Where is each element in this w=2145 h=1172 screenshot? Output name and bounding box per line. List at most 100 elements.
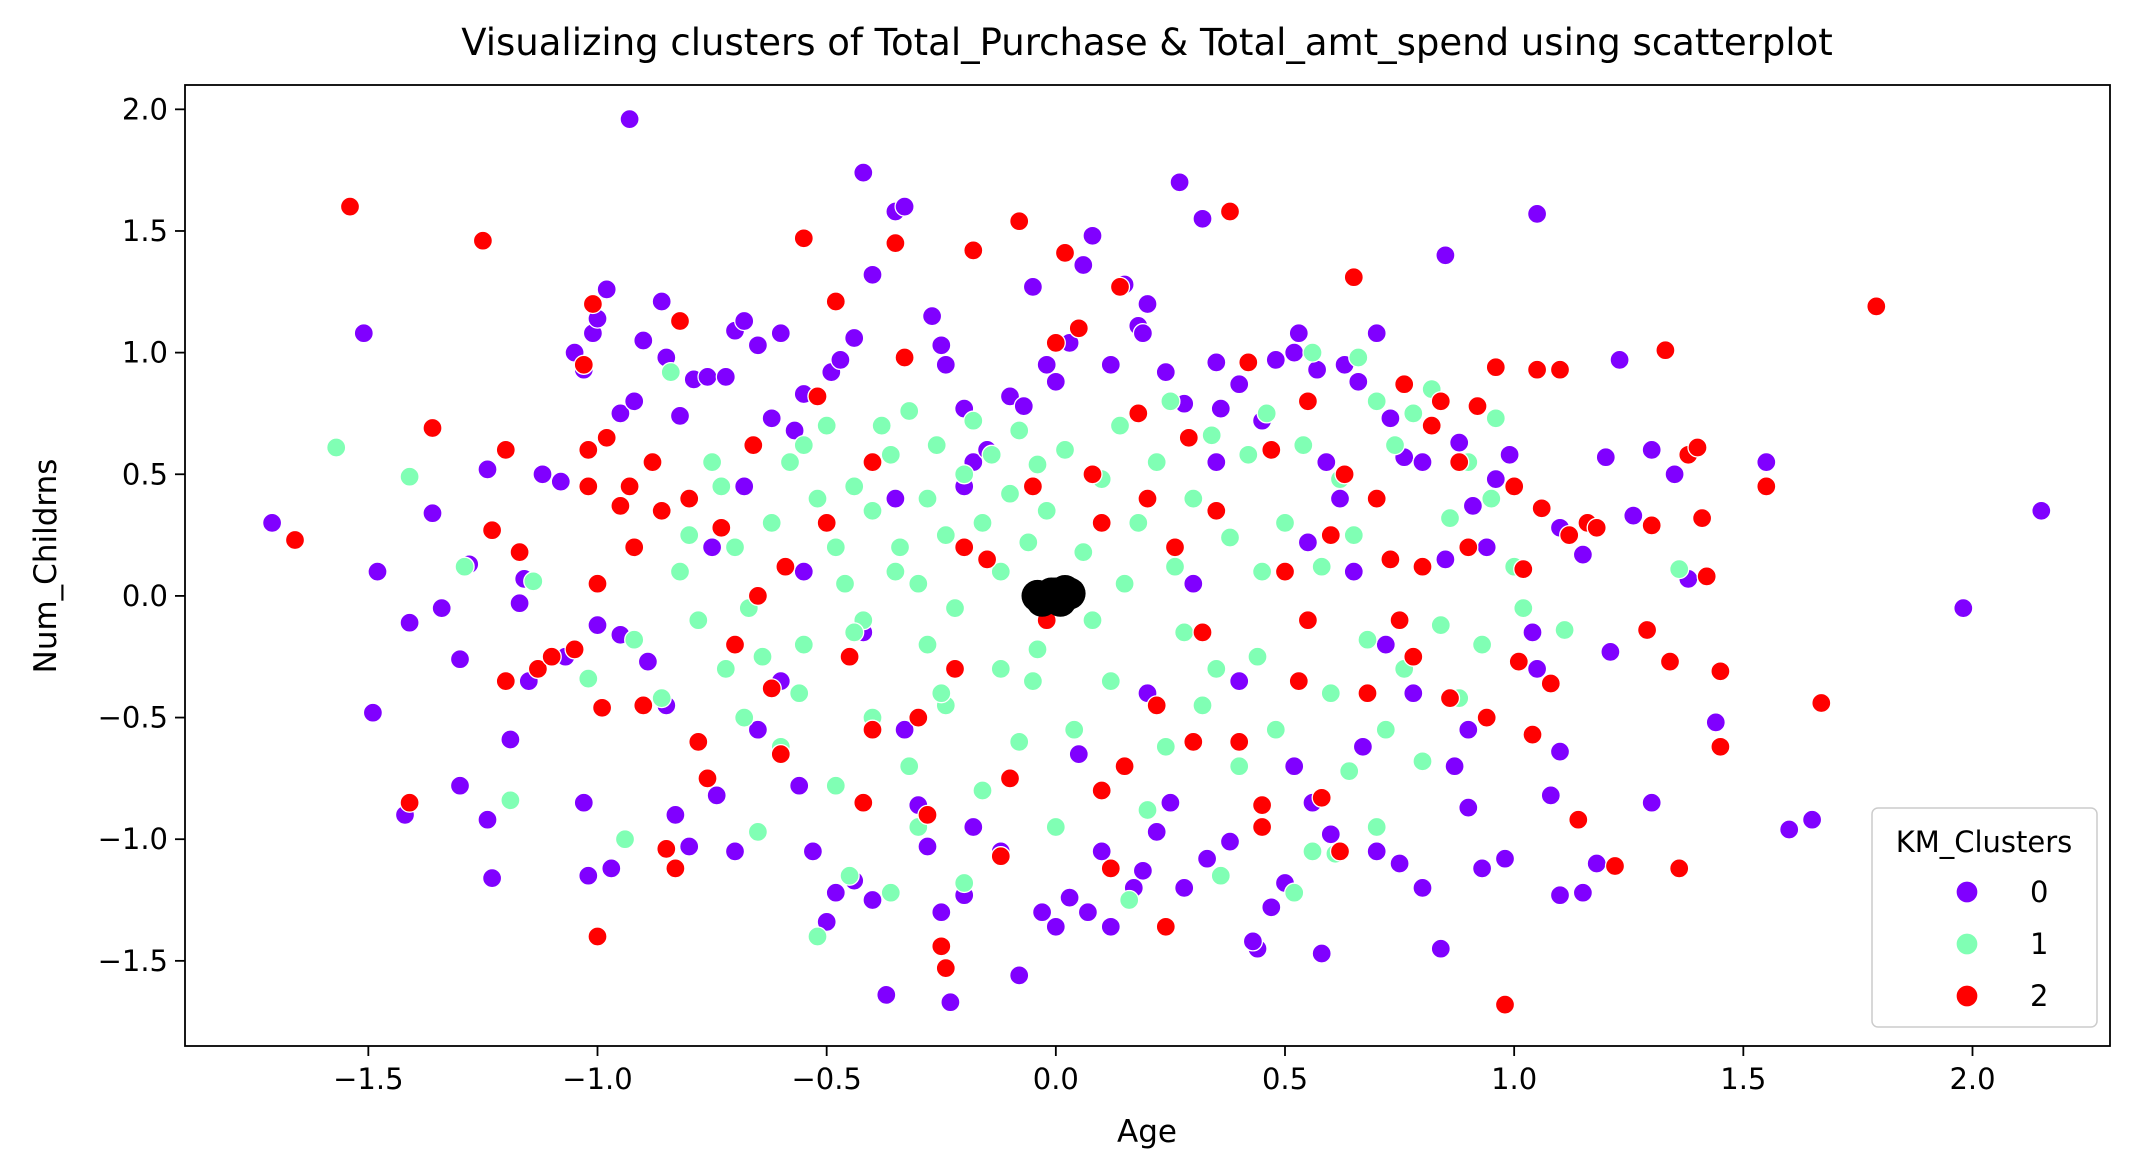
data-point <box>793 434 814 456</box>
data-point <box>802 841 824 862</box>
data-point <box>1540 785 1561 806</box>
data-point <box>1586 517 1607 538</box>
data-point <box>1082 464 1103 485</box>
data-point <box>1439 687 1461 709</box>
data-point <box>825 882 846 903</box>
data-point <box>1641 515 1662 536</box>
data-point <box>1100 858 1121 879</box>
data-point <box>1801 809 1823 830</box>
data-point <box>1284 756 1305 777</box>
data-point <box>1526 203 1548 225</box>
data-point <box>899 400 920 422</box>
data-point <box>880 882 901 903</box>
data-point <box>1352 736 1374 757</box>
data-point <box>1265 349 1286 371</box>
data-point <box>908 707 929 728</box>
data-point <box>1320 524 1341 546</box>
data-point <box>1196 848 1218 869</box>
data-point <box>1343 267 1364 288</box>
data-point <box>2031 500 2052 521</box>
data-point <box>500 790 521 811</box>
data-point <box>1155 916 1176 937</box>
data-point <box>656 838 677 860</box>
data-point <box>326 437 347 458</box>
data-point <box>747 719 769 740</box>
data-point <box>1045 332 1066 354</box>
data-point <box>679 488 700 509</box>
data-point <box>770 323 791 344</box>
data-point <box>1160 391 1181 412</box>
data-point <box>862 264 883 285</box>
data-point <box>715 658 736 680</box>
legend-entries: 0 1 2 <box>1955 875 2048 1013</box>
data-point <box>1027 454 1048 475</box>
legend-title: KM_Clusters <box>1896 825 2073 859</box>
data-point <box>1508 651 1529 672</box>
data-point <box>1412 751 1433 772</box>
data-point <box>1031 902 1053 923</box>
y-tick-label: 0.5 <box>122 457 168 491</box>
data-point <box>1609 349 1630 371</box>
legend-marker <box>1955 880 1979 904</box>
data-point <box>1687 437 1708 458</box>
data-point <box>1366 816 1387 838</box>
data-point <box>1430 391 1451 412</box>
data-point <box>1274 561 1296 582</box>
data-point <box>1183 731 1204 753</box>
data-point <box>1756 476 1777 497</box>
data-point <box>935 524 956 546</box>
data-point <box>1192 695 1213 716</box>
data-point <box>660 361 681 383</box>
data-point <box>1412 556 1433 577</box>
data-point <box>1471 858 1493 879</box>
data-point <box>578 668 599 689</box>
data-point <box>793 228 814 249</box>
data-point <box>1251 816 1273 838</box>
points-layer <box>261 108 2052 1015</box>
data-point <box>1009 420 1030 441</box>
data-point <box>931 902 952 923</box>
data-point <box>509 541 530 563</box>
data-point <box>1109 415 1131 436</box>
data-point <box>963 240 984 261</box>
data-point <box>1045 916 1066 937</box>
data-point <box>1288 670 1309 692</box>
data-point <box>954 872 975 894</box>
data-point <box>637 651 659 672</box>
data-point <box>1238 444 1259 465</box>
legend-box <box>1871 807 2098 1028</box>
y-tick-label: 2.0 <box>122 92 168 126</box>
data-point <box>1756 451 1777 473</box>
data-point <box>1494 994 1516 1015</box>
data-point <box>899 756 920 777</box>
data-point <box>1366 323 1387 344</box>
data-point <box>1329 841 1351 862</box>
data-point <box>481 867 503 889</box>
data-point <box>1389 610 1410 631</box>
data-point <box>651 687 672 709</box>
data-point <box>1100 916 1121 937</box>
data-point <box>651 500 672 521</box>
data-point <box>679 524 700 546</box>
data-point <box>1119 889 1140 911</box>
data-point <box>1389 853 1410 874</box>
data-point <box>1467 395 1488 417</box>
plot-frame <box>184 84 2111 1047</box>
data-point <box>1449 432 1470 453</box>
data-point <box>1311 556 1332 577</box>
data-point <box>944 658 966 680</box>
data-point <box>697 366 718 388</box>
data-point <box>1091 512 1112 534</box>
data-point <box>862 889 883 911</box>
data-point <box>844 327 865 349</box>
data-point <box>1513 597 1534 619</box>
data-point <box>679 836 700 857</box>
data-point <box>573 792 594 813</box>
data-point <box>1036 500 1057 521</box>
data-point <box>931 936 952 957</box>
data-point <box>472 230 494 251</box>
data-point <box>688 610 709 631</box>
data-point <box>1251 561 1273 582</box>
data-point <box>701 451 723 473</box>
